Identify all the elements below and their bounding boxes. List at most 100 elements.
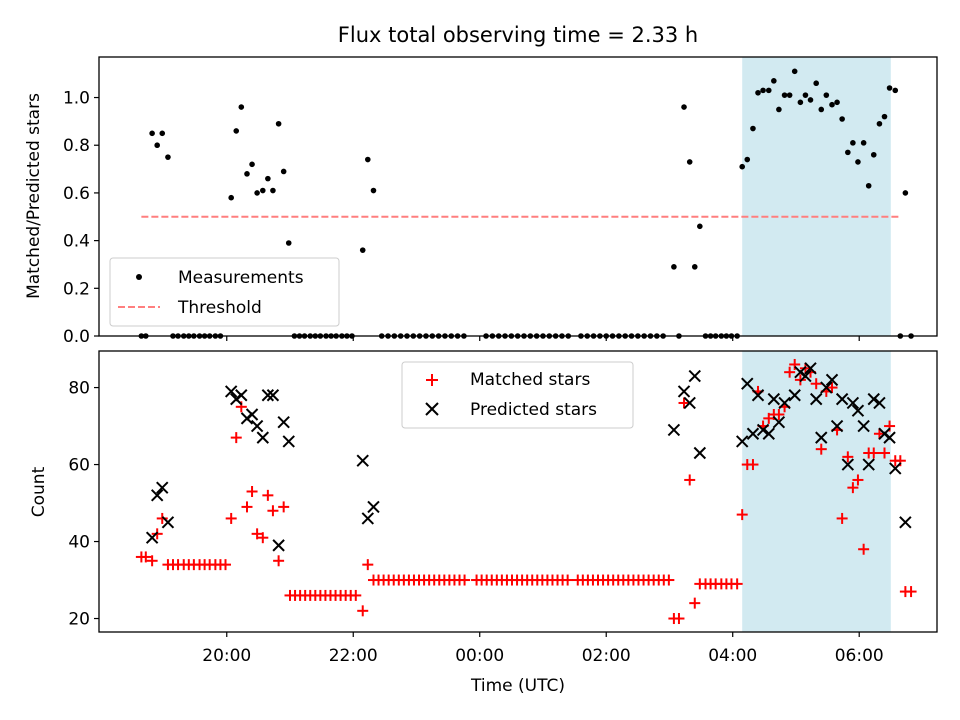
matched-stars-point — [731, 578, 743, 590]
legend-predicted-marker — [425, 402, 439, 416]
predicted-stars-point — [767, 392, 781, 406]
bottom-y-tick-label: 20 — [68, 610, 90, 630]
measurements-point — [881, 113, 888, 120]
predicted-stars-point — [161, 516, 175, 529]
bottom-data-layer — [135, 358, 917, 625]
matched-stars-point — [241, 501, 253, 513]
matched-stars-point — [156, 512, 168, 524]
matched-stars-point — [836, 512, 848, 524]
measurements-point — [760, 87, 766, 94]
legend-measurements-marker — [136, 274, 142, 280]
predicted-stars-point — [751, 389, 765, 402]
measurements-point — [807, 97, 814, 103]
predicted-stars-point — [873, 396, 886, 410]
measurements-point — [249, 161, 255, 168]
measurements-point — [254, 190, 260, 196]
measurements-point — [270, 187, 276, 194]
predicted-stars-point — [741, 377, 754, 390]
measurements-point — [886, 85, 893, 91]
measurements-point — [781, 92, 788, 98]
predicted-stars-point — [361, 512, 374, 525]
predicted-stars-point — [145, 531, 159, 544]
matched-stars-point — [868, 447, 880, 459]
measurements-point — [850, 140, 856, 146]
matched-stars-point — [362, 559, 374, 571]
measurements-point — [876, 120, 883, 127]
top-y-ticks: 0.0 0.2 0.4 0.6 0.8 1.0 — [63, 89, 99, 347]
bottom-y-tick-label: 40 — [68, 533, 90, 553]
legend-matched-label: Matched stars — [470, 370, 590, 390]
predicted-stars-point — [841, 458, 855, 471]
predicted-stars-point — [820, 381, 833, 394]
matched-stars-point — [230, 432, 242, 444]
top-highlight-span-layer — [742, 57, 891, 336]
measurements-point — [744, 156, 751, 163]
top-y-tick-label: 0.6 — [63, 184, 90, 204]
predicted-stars-point — [762, 427, 775, 440]
top-y-tick-label: 0.0 — [63, 327, 90, 347]
measurements-point — [359, 247, 366, 253]
matched-stars-point — [815, 443, 827, 455]
measurements-point — [902, 190, 909, 196]
measurements-point — [765, 87, 772, 94]
measurements-point — [818, 106, 825, 113]
predicted-stars-point — [156, 481, 169, 494]
measurements-point — [364, 156, 371, 163]
matched-stars-point — [879, 447, 891, 459]
predicted-stars-point — [867, 392, 880, 406]
bottom-panel-frame — [98, 350, 938, 633]
x-tick-label: 20:00 — [202, 646, 251, 666]
matched-stars-point — [826, 382, 838, 394]
measurements-point — [280, 168, 287, 175]
predicted-stars-point — [889, 462, 902, 475]
matched-stars-point — [140, 551, 152, 563]
measurements-point — [149, 130, 155, 137]
predicted-stars-point — [224, 385, 238, 398]
measurements-point — [865, 182, 872, 189]
predicted-stars-point — [862, 458, 875, 471]
measurements-point — [870, 151, 877, 158]
x-tick-label: 06:00 — [835, 646, 884, 666]
top-y-tick-label: 0.4 — [63, 232, 90, 252]
x-tick-label: 00:00 — [455, 646, 504, 666]
predicted-stars-point — [683, 396, 696, 410]
measurements-point — [813, 80, 820, 87]
x-tick-label: 02:00 — [582, 646, 631, 666]
predicted-stars-point — [150, 489, 164, 502]
matched-stars-point — [562, 574, 574, 586]
matched-stars-point — [810, 378, 822, 390]
bottom-y-axis-label: Count — [29, 466, 49, 517]
predicted-stars-point — [815, 431, 828, 444]
top-panel-frame — [98, 56, 938, 337]
predicted-stars-point — [235, 389, 248, 402]
bottom-highlight-span — [742, 351, 891, 632]
predicted-stars-point — [282, 435, 295, 448]
matched-stars-point — [663, 574, 675, 586]
legend-predicted-label: Predicted stars — [470, 400, 597, 420]
measurements-point — [755, 89, 761, 96]
bottom-x-ticks: 20:00 22:00 00:00 02:00 04:00 06:00 — [202, 632, 884, 666]
bottom-highlight-span-layer — [742, 351, 891, 632]
bottom-y-ticks: 20 40 60 80 — [68, 379, 99, 630]
predicted-stars-point — [256, 431, 270, 444]
x-tick-label: 04:00 — [708, 646, 757, 666]
predicted-stars-point — [272, 539, 285, 552]
matched-stars-point — [747, 459, 759, 471]
measurements-point — [370, 187, 377, 194]
predicted-stars-point — [899, 516, 912, 529]
measurements-point — [739, 163, 746, 170]
measurements-point — [285, 240, 292, 246]
top-y-tick-label: 0.8 — [63, 136, 90, 156]
top-y-tick-label: 0.2 — [63, 279, 90, 299]
measurements-point — [839, 116, 845, 122]
bottom-legend-box — [401, 361, 634, 429]
matched-stars-point — [673, 613, 685, 625]
matched-stars-point — [842, 451, 854, 463]
matched-stars-point — [784, 366, 796, 378]
predicted-stars-point — [778, 396, 791, 410]
matched-stars-point — [146, 555, 158, 567]
matched-stars-point — [689, 597, 701, 609]
predicted-stars-point — [772, 416, 786, 429]
measurements-point — [855, 159, 861, 165]
